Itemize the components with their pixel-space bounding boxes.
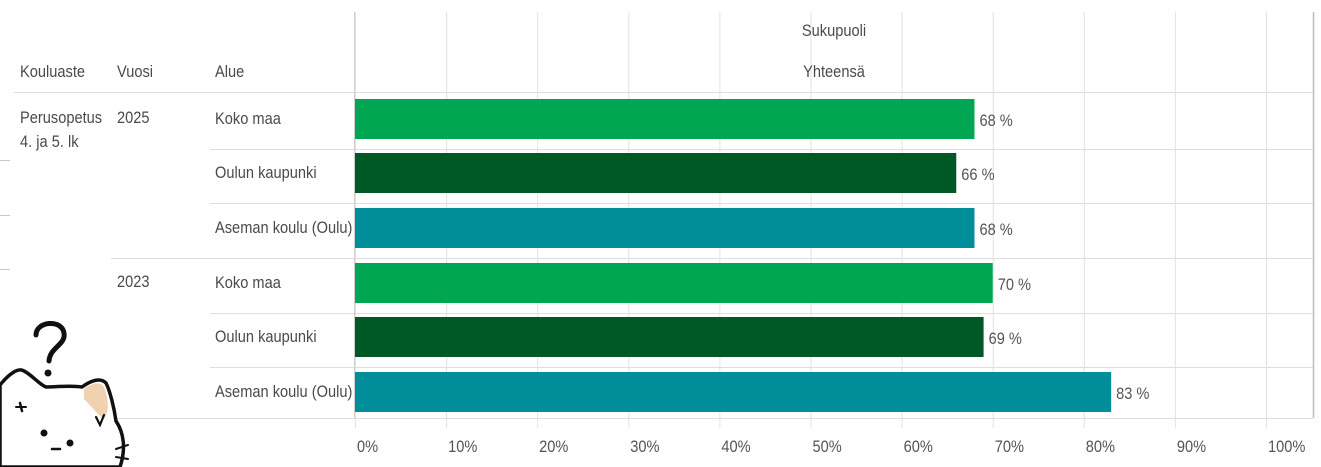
x-tick-label: 20% <box>539 438 568 456</box>
area-label: Oulun kaupunki <box>215 163 317 182</box>
area-label: Koko maa <box>215 109 281 128</box>
edge-divider <box>0 160 10 161</box>
edge-divider <box>0 269 10 270</box>
x-tick-label: 0% <box>357 438 378 456</box>
area-label: Oulun kaupunki <box>215 327 317 346</box>
header-yhteensa[interactable]: Yhteensä <box>803 62 865 81</box>
header-alue[interactable]: Alue <box>215 62 245 81</box>
area-label: Koko maa <box>215 273 281 292</box>
bar <box>355 372 1112 412</box>
year-label-2023: 2023 <box>117 272 150 291</box>
x-tick-label: 80% <box>1086 438 1115 456</box>
area-label: Aseman koulu (Oulu) <box>215 218 353 237</box>
header-sukupuoli[interactable]: Sukupuoli <box>801 21 867 40</box>
level-label-line1: Perusopetus <box>20 108 103 127</box>
x-tick-label: 30% <box>630 438 659 456</box>
value-labels: 68 % 66 % 68 % 70 % 69 % 83 % <box>961 112 1149 403</box>
x-tick-label: 90% <box>1177 438 1206 456</box>
level-label-line2: 4. ja 5. lk <box>20 132 79 151</box>
edge-divider <box>0 215 10 216</box>
question-mark-icon <box>33 321 67 377</box>
bar-value-label: 66 % <box>961 166 994 184</box>
x-tick-label: 100% <box>1268 438 1305 456</box>
table-dividers <box>14 12 1315 419</box>
bar-value-label: 69 % <box>989 330 1022 348</box>
x-tick-label: 10% <box>448 438 477 456</box>
x-axis-ticks: 0% 10% 20% 30% 40% 50% 60% 70% 80% 90% 100% <box>357 438 1305 456</box>
x-tick-label: 50% <box>812 438 841 456</box>
x-tick-label: 60% <box>904 438 933 456</box>
bar <box>355 208 975 248</box>
bar <box>355 99 975 139</box>
header-kouluaste[interactable]: Kouluaste <box>20 62 86 81</box>
bar <box>355 317 984 357</box>
bar <box>355 263 993 303</box>
confused-cat-icon <box>0 321 129 467</box>
x-tick-label: 70% <box>995 438 1024 456</box>
bar-value-label: 68 % <box>979 221 1012 239</box>
year-label-2025: 2025 <box>117 108 150 127</box>
bar-value-label: 70 % <box>998 276 1031 294</box>
header-vuosi[interactable]: Vuosi <box>117 62 154 81</box>
area-label: Aseman koulu (Oulu) <box>215 382 353 401</box>
x-tick-label: 40% <box>721 438 750 456</box>
bars <box>355 99 1112 412</box>
bar-value-label: 68 % <box>979 112 1012 130</box>
bar <box>355 153 957 193</box>
bar-value-label: 83 % <box>1116 385 1149 403</box>
